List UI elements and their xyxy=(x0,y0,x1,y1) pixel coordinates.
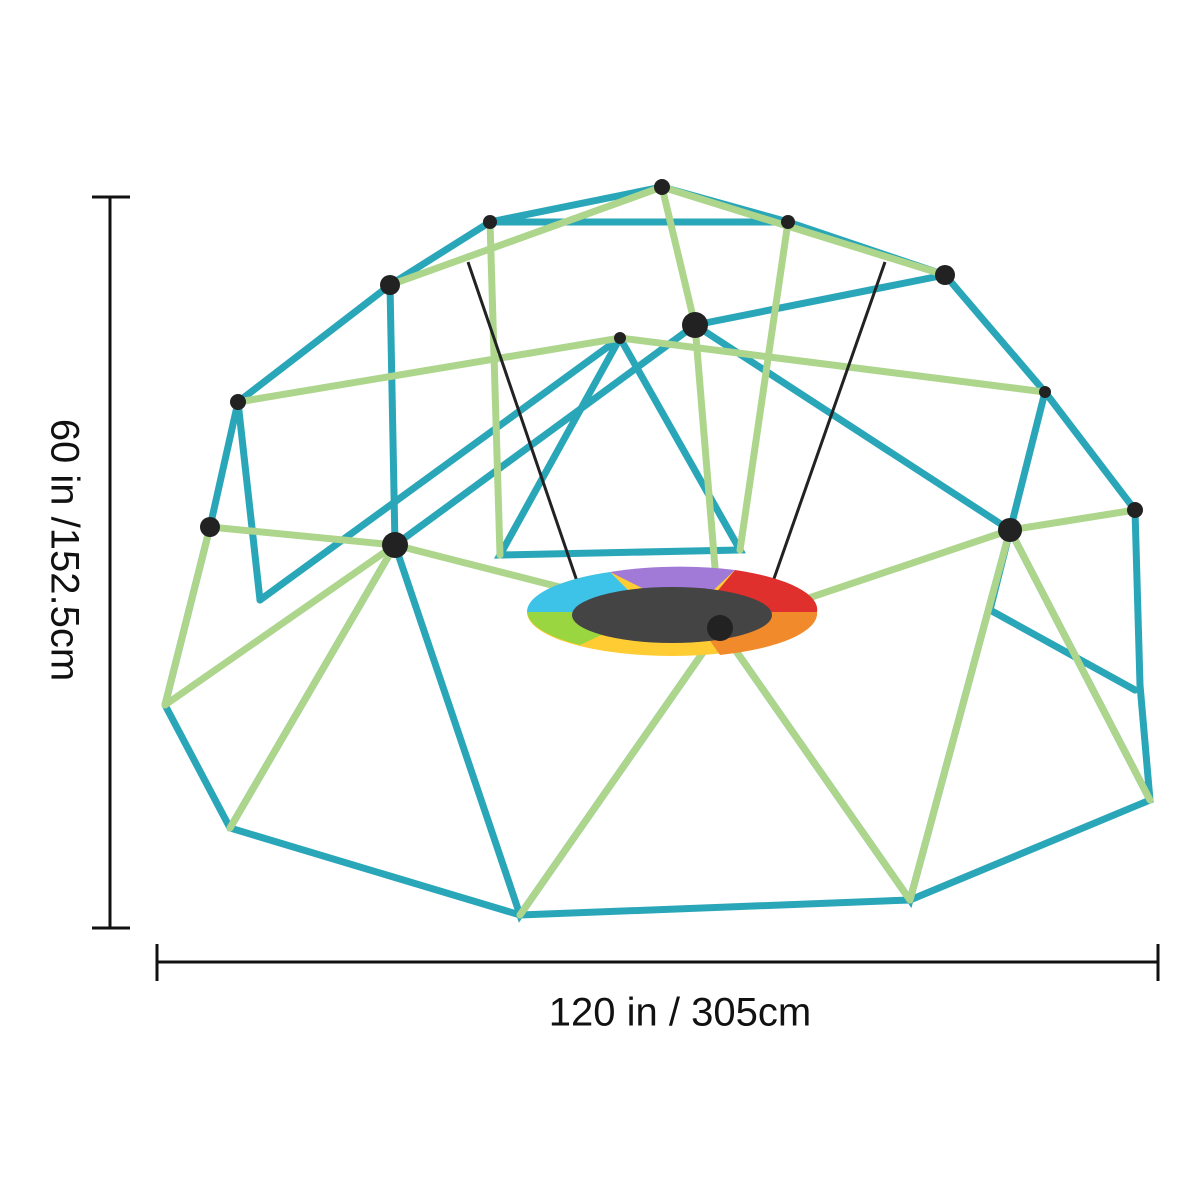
width-label: 120 in / 305cm xyxy=(549,991,811,1035)
height-label: 60 in /152.5cm xyxy=(42,419,86,681)
width-dimension: 120 in / 305cm xyxy=(155,944,1160,1035)
height-dimension: 60 in /152.5cm xyxy=(42,195,130,930)
dome-illustration xyxy=(161,179,1154,923)
